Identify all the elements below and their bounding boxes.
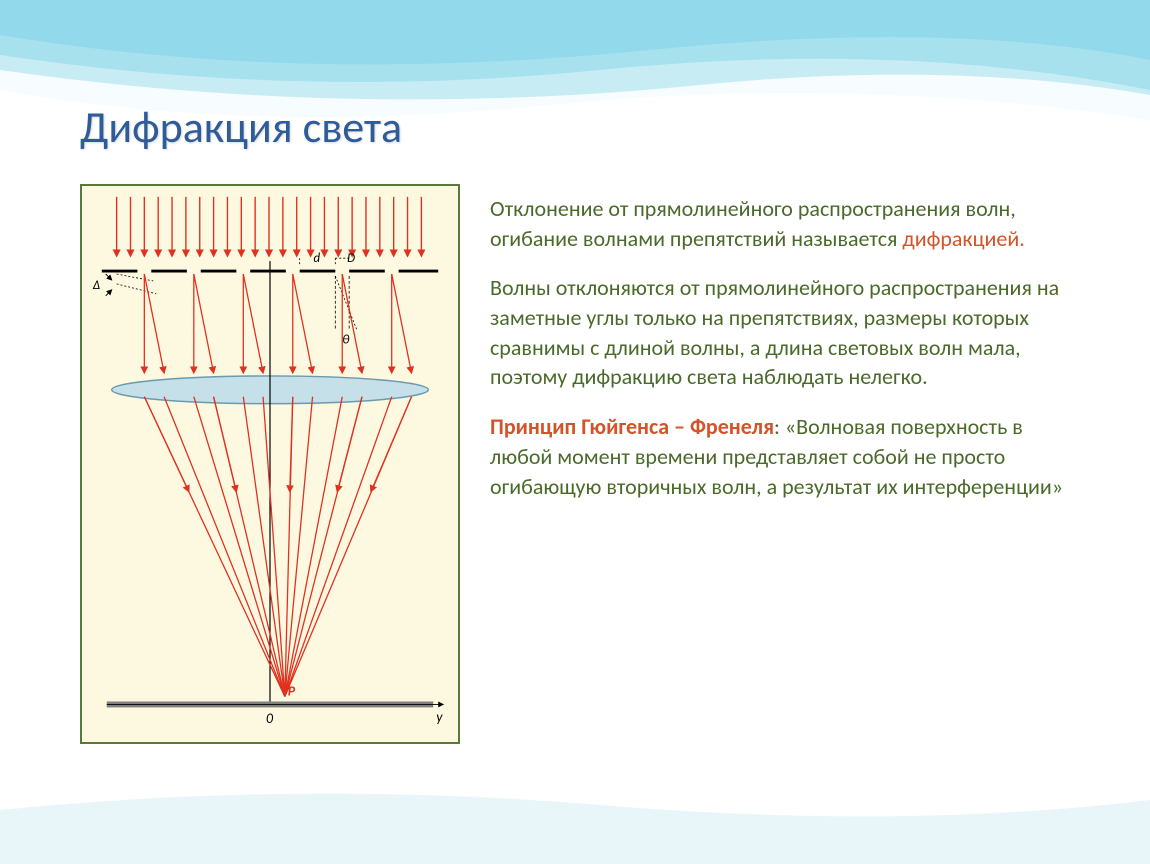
svg-text:y: y <box>436 708 443 725</box>
converging-rays <box>144 397 411 697</box>
svg-text:D: D <box>347 251 355 266</box>
paragraph-3: Принцип Гюйгенса – Френеля: «Волновая по… <box>490 412 1090 501</box>
page-title: Дифракция света <box>80 100 1090 154</box>
incoming-rays <box>117 197 422 256</box>
term-diffraction: дифракцией. <box>902 225 1024 252</box>
svg-text:θ: θ <box>342 332 349 347</box>
converging-ray-arrows <box>144 397 411 492</box>
paragraph-1: Отклонение от прямолинейного распростран… <box>490 194 1090 253</box>
svg-text:P: P <box>288 683 296 700</box>
paragraph-2: Волны отклоняются от прямолинейного расп… <box>490 273 1090 392</box>
svg-text:Δ: Δ <box>92 278 100 293</box>
svg-text:0: 0 <box>266 710 274 727</box>
diffracted-rays <box>144 274 411 373</box>
para2-text: Волны отклоняются от прямолинейного расп… <box>490 274 1059 390</box>
svg-text:d: d <box>314 251 321 266</box>
diffraction-diagram: Δ d D θ <box>80 184 460 744</box>
slit-labels: d D θ <box>300 251 357 347</box>
term-huygens-fresnel: Принцип Гюйгенса – Френеля <box>490 413 774 440</box>
